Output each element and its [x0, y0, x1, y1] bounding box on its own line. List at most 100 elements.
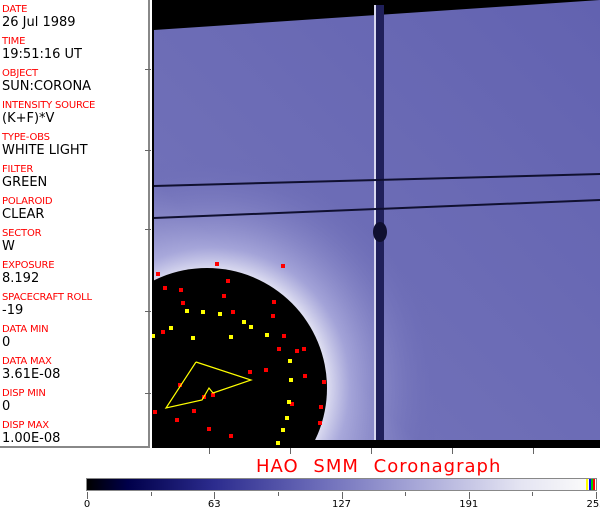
field-time: TIME 19:51:16 UT [2, 36, 82, 62]
overlay-polygon [164, 361, 253, 409]
colorbar-marker [591, 479, 593, 490]
field-intensity-source: INTENSITY SOURCE (K+F)*V [2, 100, 95, 126]
overlay-point-yellow [169, 326, 173, 330]
overlay-point-red [211, 393, 215, 397]
field-value: 1.00E-08 [2, 431, 61, 446]
field-data-max: DATA MAX 3.61E-08 [2, 356, 60, 382]
field-label: DISP MAX [2, 420, 49, 431]
colorbar-tick [468, 492, 470, 499]
overlay-point-red [175, 418, 179, 422]
overlay-point-yellow [242, 320, 246, 324]
overlay-point-red [271, 314, 275, 318]
overlay-point-red [318, 421, 322, 425]
field-value: SUN:CORONA [2, 79, 92, 94]
overlay-point-red [277, 347, 281, 351]
overlay-point-yellow [285, 416, 289, 420]
field-label: SPACECRAFT ROLL [2, 292, 92, 303]
overlay-point-yellow [201, 310, 205, 314]
colorbar-marker [589, 479, 591, 490]
overlay-point-yellow [218, 312, 222, 316]
overlay-point-yellow [185, 309, 189, 313]
overlay-point-yellow [276, 441, 280, 445]
field-value: 0 [2, 335, 11, 350]
overlay-point-red [295, 349, 299, 353]
overlay-point-red [192, 409, 196, 413]
overlay-point-yellow [265, 333, 269, 337]
overlay-point-red [181, 301, 185, 305]
axis-tick [452, 448, 453, 454]
field-value: 0 [2, 399, 11, 414]
field-date: DATE 26 Jul 1989 [2, 4, 76, 30]
colorbar [86, 478, 597, 491]
axis-tick [290, 448, 291, 454]
colorbar-tick [405, 492, 407, 496]
field-disp-max: DISP MAX 1.00E-08 [2, 420, 60, 446]
field-value: 3.61E-08 [2, 367, 61, 382]
overlay-point-red [163, 286, 167, 290]
axis-tick [145, 69, 151, 70]
colorbar-tick-label: 191 [459, 499, 479, 510]
field-disp-min: DISP MIN 0 [2, 388, 46, 414]
field-label: POLAROID [2, 196, 53, 207]
overlay-point-red [231, 310, 235, 314]
overlay-point-red [178, 383, 182, 387]
colorbar-tick [341, 492, 343, 499]
field-value: WHITE LIGHT [2, 143, 88, 158]
field-value: 19:51:16 UT [2, 47, 82, 62]
overlay-point-red [156, 272, 160, 276]
field-type-obs: TYPE-OBS WHITE LIGHT [2, 132, 88, 158]
coronagraph-image-svg [87, 0, 600, 508]
overlay-point-red [281, 264, 285, 268]
overlay-point-yellow [287, 400, 291, 404]
axis-tick [371, 448, 372, 454]
colorbar-tick-label: 0 [83, 499, 91, 510]
overlay-point-yellow [281, 428, 285, 432]
overlay-point-red [222, 294, 226, 298]
header-info-panel: DATE 26 Jul 1989 TIME 19:51:16 UT OBJECT SUN:… [0, 0, 150, 448]
colorbar-tick-label: 255 [586, 499, 600, 510]
field-value: 26 Jul 1989 [2, 15, 76, 30]
colorbar-tick [87, 492, 88, 499]
field-filter: FILTER GREEN [2, 164, 47, 190]
field-value: (K+F)*V [2, 111, 55, 126]
field-object: OBJECT SUN:CORONA [2, 68, 91, 94]
field-label: DATA MAX [2, 356, 52, 367]
colorbar-tick [596, 492, 597, 499]
overlay-point-red [290, 402, 294, 406]
field-value: -19 [2, 303, 24, 318]
field-label: EXPOSURE [2, 260, 55, 271]
overlay-point-red [207, 427, 211, 431]
overlay-point-red [161, 330, 165, 334]
overlay-point-red [319, 405, 323, 409]
axis-tick [145, 229, 151, 230]
field-label: SECTOR [2, 228, 42, 239]
field-value: 8.192 [2, 271, 40, 286]
overlay-point-red [303, 374, 307, 378]
overlay-points [151, 262, 326, 445]
overlay-point-red [229, 434, 233, 438]
field-exposure: EXPOSURE 8.192 [2, 260, 55, 286]
axis-tick [145, 150, 151, 151]
overlay-point-red [322, 380, 326, 384]
overlay-point-red [248, 370, 252, 374]
axis-tick [209, 448, 210, 454]
field-label: DATA MIN [2, 324, 49, 335]
field-label: TYPE-OBS [2, 132, 50, 143]
colorbar-tick [214, 492, 216, 499]
overlay-point-red [226, 279, 230, 283]
field-label: DATE [2, 4, 28, 15]
overlay-point-red [153, 410, 157, 414]
overlay-point-yellow [249, 325, 253, 329]
colorbar-tick [532, 492, 534, 496]
field-label: INTENSITY SOURCE [2, 100, 96, 111]
colorbar-marker [593, 479, 595, 490]
overlay-point-red [272, 300, 276, 304]
overlay-point-yellow [191, 336, 195, 340]
field-label: TIME [2, 36, 26, 47]
field-value: CLEAR [2, 207, 45, 222]
field-label: DISP MIN [2, 388, 46, 399]
colorbar-tick [150, 492, 152, 496]
colorbar-tick-label: 127 [331, 499, 352, 510]
overlay-point-yellow [229, 335, 233, 339]
overlay-point-red [179, 288, 183, 292]
